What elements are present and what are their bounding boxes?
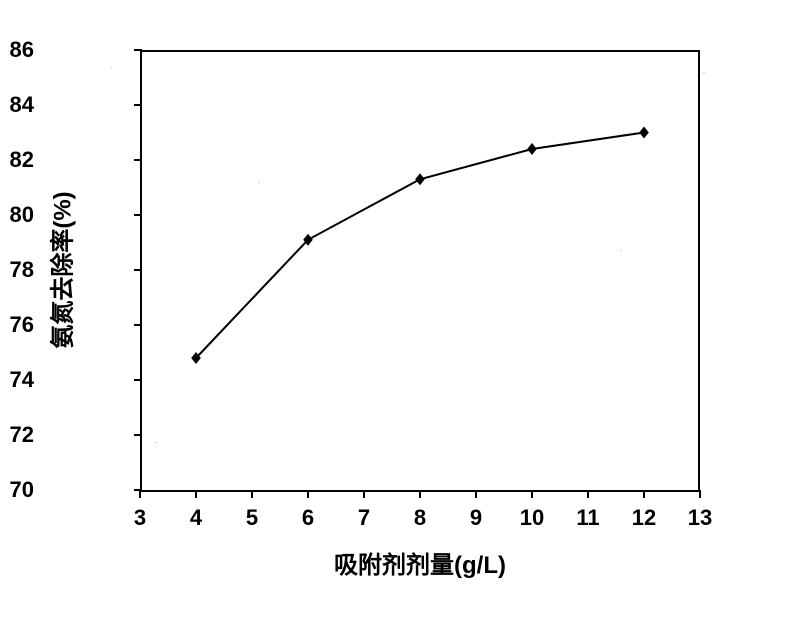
noise-dot: · [110,65,112,71]
x-tick-label: 4 [190,505,202,531]
y-tick-label: 78 [10,257,34,283]
x-tick-label: 5 [246,505,258,531]
x-tick-label: 9 [470,505,482,531]
x-tick-label: 7 [358,505,370,531]
x-tick [139,490,141,498]
data-marker [639,127,649,139]
noise-dot: · [258,180,260,186]
x-axis-title: 吸附剂剂量(g/L) [334,545,506,580]
y-tick-label: 84 [10,92,34,118]
data-marker [415,173,425,185]
x-tick-label: 8 [414,505,426,531]
x-tick [251,490,253,498]
y-tick-label: 76 [10,312,34,338]
data-marker [527,143,537,155]
x-tick-label: 12 [632,505,656,531]
x-tick [699,490,701,498]
y-axis-title: 氨氮去除率(%) [43,191,78,348]
y-tick-label: 70 [10,477,34,503]
series-line [196,133,644,359]
y-tick-label: 80 [10,202,34,228]
x-tick [643,490,645,498]
x-tick [587,490,589,498]
x-tick [531,490,533,498]
x-tick [307,490,309,498]
y-tick-label: 74 [10,367,34,393]
x-tick-label: 10 [520,505,544,531]
x-tick-label: 3 [134,505,146,531]
noise-dot: · [155,440,157,446]
y-tick-label: 82 [10,147,34,173]
x-tick-label: 11 [576,505,599,531]
x-tick-label: 6 [302,505,314,531]
noise-dot: · [620,248,622,254]
x-tick [419,490,421,498]
y-tick-label: 86 [10,37,34,63]
plot-svg [140,50,700,490]
y-tick-label: 72 [10,422,34,448]
x-tick [475,490,477,498]
x-tick-label: 13 [688,505,712,531]
noise-dot: · [703,70,705,76]
x-tick [195,490,197,498]
x-tick [363,490,365,498]
chart-container: 707274767880828486345678910111213 氨氮去除率(… [50,30,750,590]
